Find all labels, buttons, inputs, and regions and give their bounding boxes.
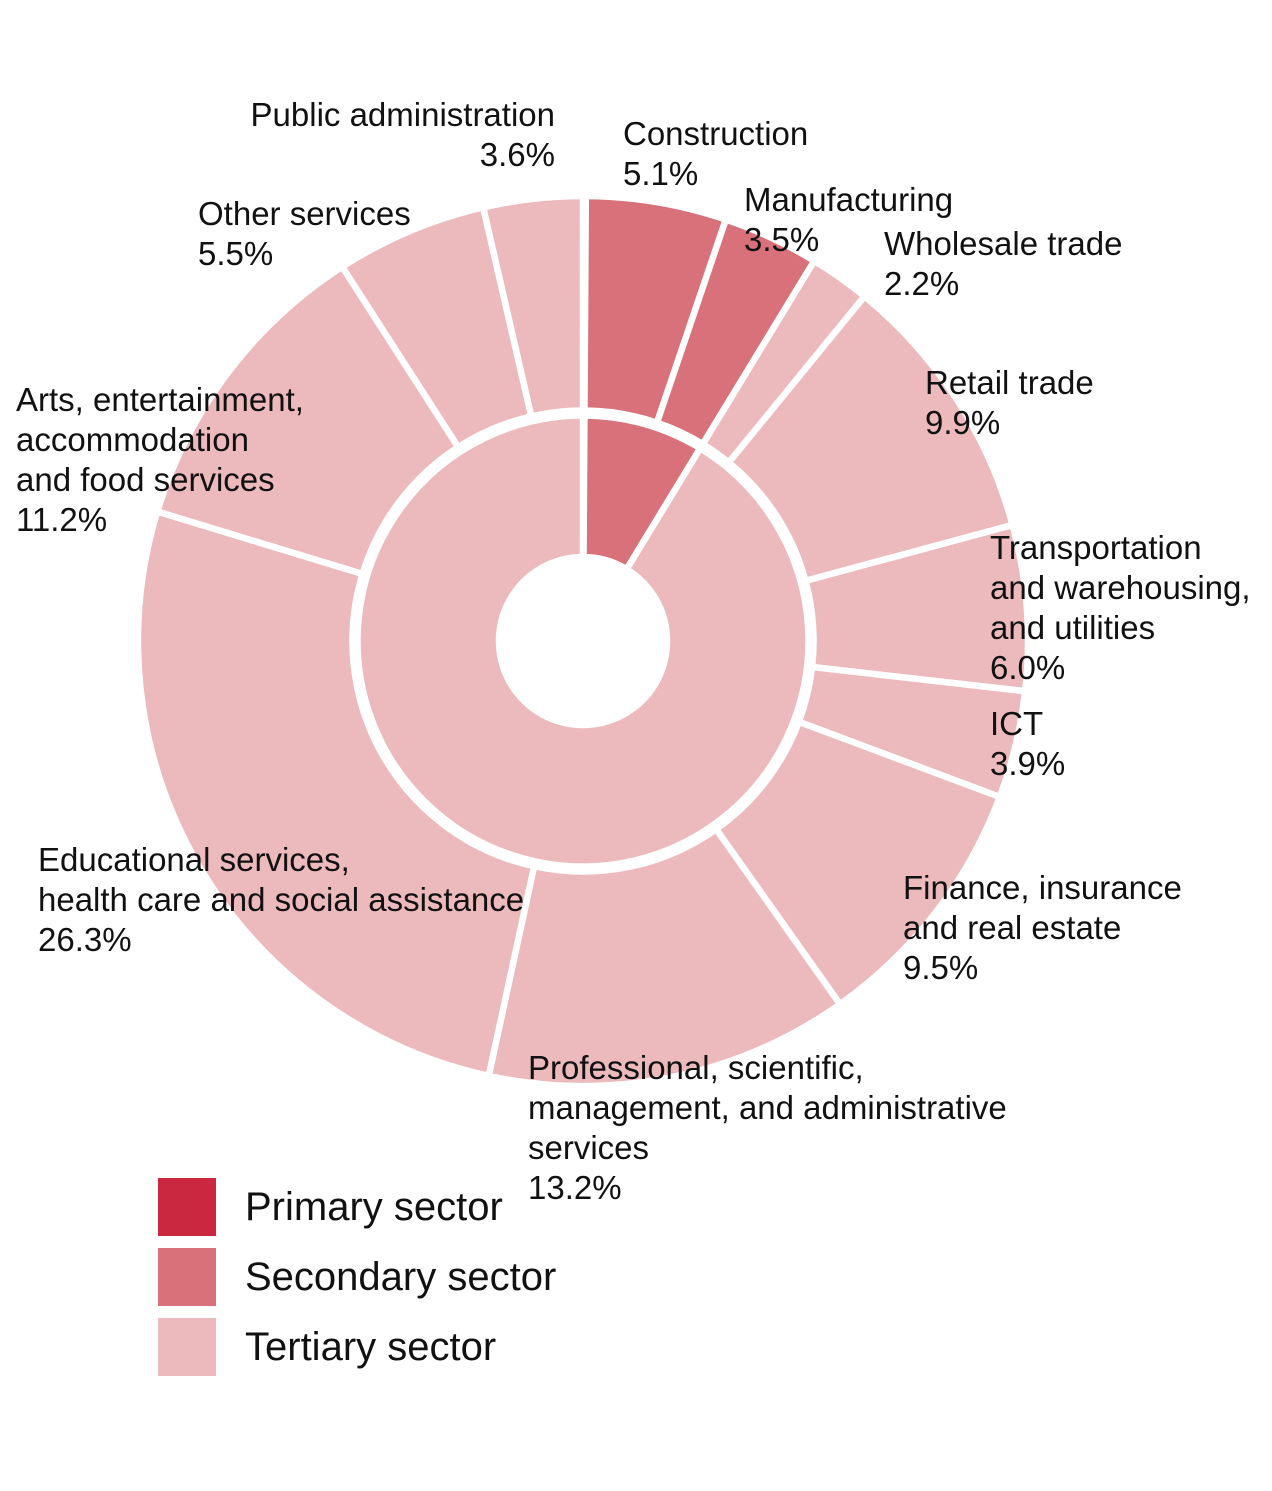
label-line: 26.3% — [38, 921, 132, 958]
legend-swatch-primary — [158, 1178, 216, 1236]
label-manufacturing: Manufacturing 3.5% — [744, 180, 953, 260]
label-line: 13.2% — [528, 1169, 622, 1206]
label-line: Retail trade — [925, 364, 1094, 401]
label-ict: ICT 3.9% — [990, 704, 1065, 784]
label-line: and food services — [16, 461, 275, 498]
segment-finance-insurance-real-estate — [711, 717, 1004, 1009]
label-line: Wholesale trade — [884, 225, 1123, 262]
label-line: accommodation — [16, 421, 249, 458]
label-line: Finance, insurance — [903, 869, 1182, 906]
label-line: 11.2% — [16, 501, 108, 538]
label-line: 6.0% — [990, 649, 1066, 686]
label-line: Construction — [623, 115, 809, 152]
label-professional-scientific-management-administrative-services: Professional, scientific, management, and… — [528, 1048, 1007, 1208]
label-line: 3.9% — [990, 745, 1066, 782]
label-transportation-warehousing-utilities: Transportation and warehousing, and utilit… — [990, 528, 1251, 688]
segment-educational-health-social — [134, 507, 538, 1080]
label-educational-health-social: Educational services, health care and soc… — [38, 840, 524, 960]
label-line: management, and administrative — [528, 1089, 1007, 1126]
inner-segment-tertiary-sector — [354, 412, 812, 870]
label-line: 2.2% — [884, 265, 960, 302]
label-line: services — [528, 1129, 650, 1166]
label-line: and warehousing, — [990, 569, 1251, 606]
label-line: 5.1% — [623, 155, 699, 192]
label-public-administration: Public administration 3.6% — [251, 95, 555, 175]
label-wholesale-trade: Wholesale trade 2.2% — [884, 224, 1122, 304]
label-line: Arts, entertainment, — [16, 381, 304, 418]
legend-label-primary: Primary sector — [245, 1184, 503, 1229]
label-line: 9.9% — [925, 404, 1001, 441]
label-line: 3.6% — [479, 136, 555, 173]
label-construction: Construction 5.1% — [623, 114, 808, 194]
legend: Primary sector Secondary sector Tertiary s… — [158, 1178, 556, 1388]
label-line: Manufacturing — [744, 181, 954, 218]
label-arts-entertainment-accommodation-food: Arts, entertainment, accommodation and foo… — [16, 380, 304, 540]
segment-public-administration — [479, 192, 587, 421]
label-line: 3.5% — [744, 221, 820, 258]
label-line: Other services — [198, 195, 411, 232]
label-line: Professional, scientific, — [528, 1049, 864, 1086]
label-line: and real estate — [903, 909, 1122, 946]
label-line: Educational services, — [38, 841, 350, 878]
legend-swatch-secondary — [158, 1248, 216, 1306]
segment-arts-entertainment-accommodation-food — [153, 262, 463, 578]
legend-item-tertiary: Tertiary sector — [158, 1318, 556, 1376]
legend-swatch-tertiary — [158, 1318, 216, 1376]
label-line: health care and social assistance — [38, 881, 525, 918]
segment-professional-scientific-management-administrative-services — [484, 824, 845, 1090]
label-finance-insurance-real-estate: Finance, insurance and real estate 9.5% — [903, 868, 1182, 988]
label-other-services: Other services 5.5% — [198, 194, 411, 274]
legend-item-primary: Primary sector — [158, 1178, 556, 1236]
label-line: ICT — [990, 705, 1044, 742]
label-line: 5.5% — [198, 235, 274, 272]
label-line: 9.5% — [903, 949, 979, 986]
label-line: and utilities — [990, 609, 1156, 646]
label-line: Public administration — [250, 96, 555, 133]
label-retail-trade: Retail trade 9.9% — [925, 363, 1094, 443]
label-line: Transportation — [990, 529, 1202, 566]
legend-item-secondary: Secondary sector — [158, 1248, 556, 1306]
legend-label-secondary: Secondary sector — [245, 1254, 557, 1299]
legend-label-tertiary: Tertiary sector — [245, 1324, 497, 1369]
